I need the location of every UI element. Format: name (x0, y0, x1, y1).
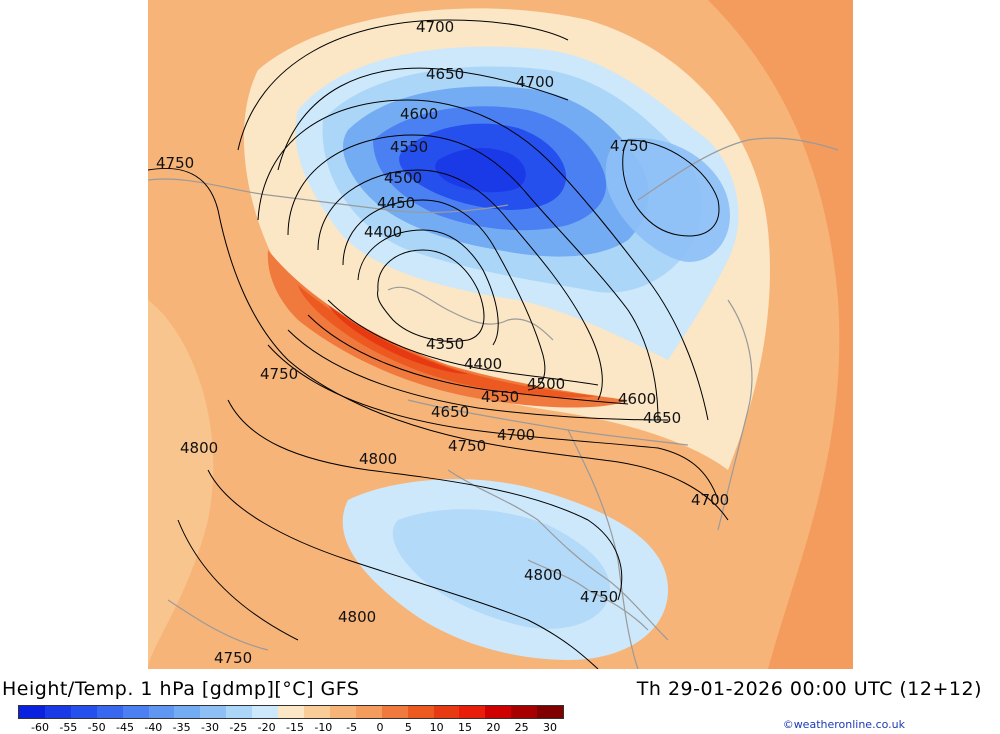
legend-tick-label: 15 (458, 721, 472, 734)
legend-swatch (433, 706, 460, 718)
legend-tick-label: -35 (172, 721, 191, 734)
legend-tick-label: 0 (376, 721, 384, 734)
contour-label: 4700 (516, 73, 554, 91)
legend-swatch (200, 706, 227, 718)
legend-tick-label: -25 (229, 721, 248, 734)
legend-swatch (226, 706, 253, 718)
legend-swatch (96, 706, 123, 718)
legend-swatch (407, 706, 434, 718)
contour-label: 4600 (400, 105, 438, 123)
legend-swatch (303, 706, 330, 718)
legend-ticks: -60 -55 -50 -45 -40 -35 -30 -25 -20 -15 -10 -5 0 5 10 1… (18, 721, 564, 734)
legend-tick-label: -45 (116, 721, 134, 734)
contour-label: 4600 (618, 390, 656, 408)
legend-tick-label: -50 (87, 721, 106, 734)
legend-swatch (44, 706, 71, 718)
legend-swatch (174, 706, 201, 718)
legend-tick-label: 10 (429, 721, 444, 734)
contour-label: 4750 (156, 154, 194, 172)
contour-label: 4800 (180, 439, 218, 457)
legend-swatch (148, 706, 175, 718)
legend-swatch (329, 706, 356, 718)
color-legend (18, 705, 564, 719)
legend-tick-label: -40 (144, 721, 163, 734)
legend-tick-label: -20 (257, 721, 276, 734)
legend-tick-label: -10 (314, 721, 333, 734)
contour-label: 4550 (390, 138, 428, 156)
contour-labels: 4700 4650 4700 4600 4750 4550 4750 4500 … (156, 18, 729, 667)
legend-swatch (122, 706, 149, 718)
contour-label: 4650 (426, 65, 464, 83)
legend-tick-label: -5 (346, 721, 358, 734)
legend-swatch (537, 706, 564, 718)
map-title: Height/Temp. 1 hPa [gdmp][°C] GFS (2, 678, 360, 700)
contour-label: 4700 (497, 426, 535, 444)
legend-tick-label: 20 (486, 721, 501, 734)
contour-label: 4750 (214, 649, 252, 667)
legend-tick-label: -55 (59, 721, 78, 734)
contour-label: 4800 (524, 566, 562, 584)
contour-label: 4450 (377, 194, 415, 212)
contour-label: 4750 (610, 137, 648, 155)
contour-label: 4650 (643, 409, 681, 427)
credit-link[interactable]: ©weatheronline.co.uk (782, 718, 905, 731)
contour-label: 4400 (464, 355, 502, 373)
valid-time: Th 29-01-2026 00:00 UTC (12+12) (636, 678, 982, 700)
height-contours (148, 19, 729, 669)
contour-label: 4750 (260, 365, 298, 383)
contour-label: 4700 (691, 491, 729, 509)
contour-label: 4500 (384, 169, 422, 187)
legend-tick-label: -30 (201, 721, 219, 734)
legend-swatch (70, 706, 97, 718)
contour-label: 4650 (431, 403, 469, 421)
temperature-field-east (708, 0, 853, 669)
legend-swatch (252, 706, 279, 718)
contour-label: 4750 (448, 437, 486, 455)
legend-tick-label: 25 (514, 721, 529, 734)
contour-label: 4800 (338, 608, 376, 626)
weather-map: 4700 4650 4700 4600 4750 4550 4750 4500 … (148, 0, 853, 669)
legend-swatch (381, 706, 408, 718)
legend-swatch (355, 706, 382, 718)
contour-label: 4400 (364, 223, 402, 241)
contour-label: 4750 (580, 588, 618, 606)
legend-tick-label: 30 (543, 721, 557, 734)
legend-swatch (511, 706, 538, 718)
contour-label: 4700 (416, 18, 454, 36)
legend-swatch (19, 706, 45, 718)
contour-label: 4350 (426, 335, 464, 353)
legend-tick-label: 5 (404, 721, 412, 734)
legend-swatch (278, 706, 304, 718)
contour-label: 4500 (527, 375, 565, 393)
legend-tick-label: -60 (31, 721, 49, 734)
legend-swatch (485, 706, 512, 718)
contour-label: 4550 (481, 388, 519, 406)
legend-tick-label: -15 (286, 721, 304, 734)
legend-swatch (459, 706, 486, 718)
contour-label: 4800 (359, 450, 397, 468)
